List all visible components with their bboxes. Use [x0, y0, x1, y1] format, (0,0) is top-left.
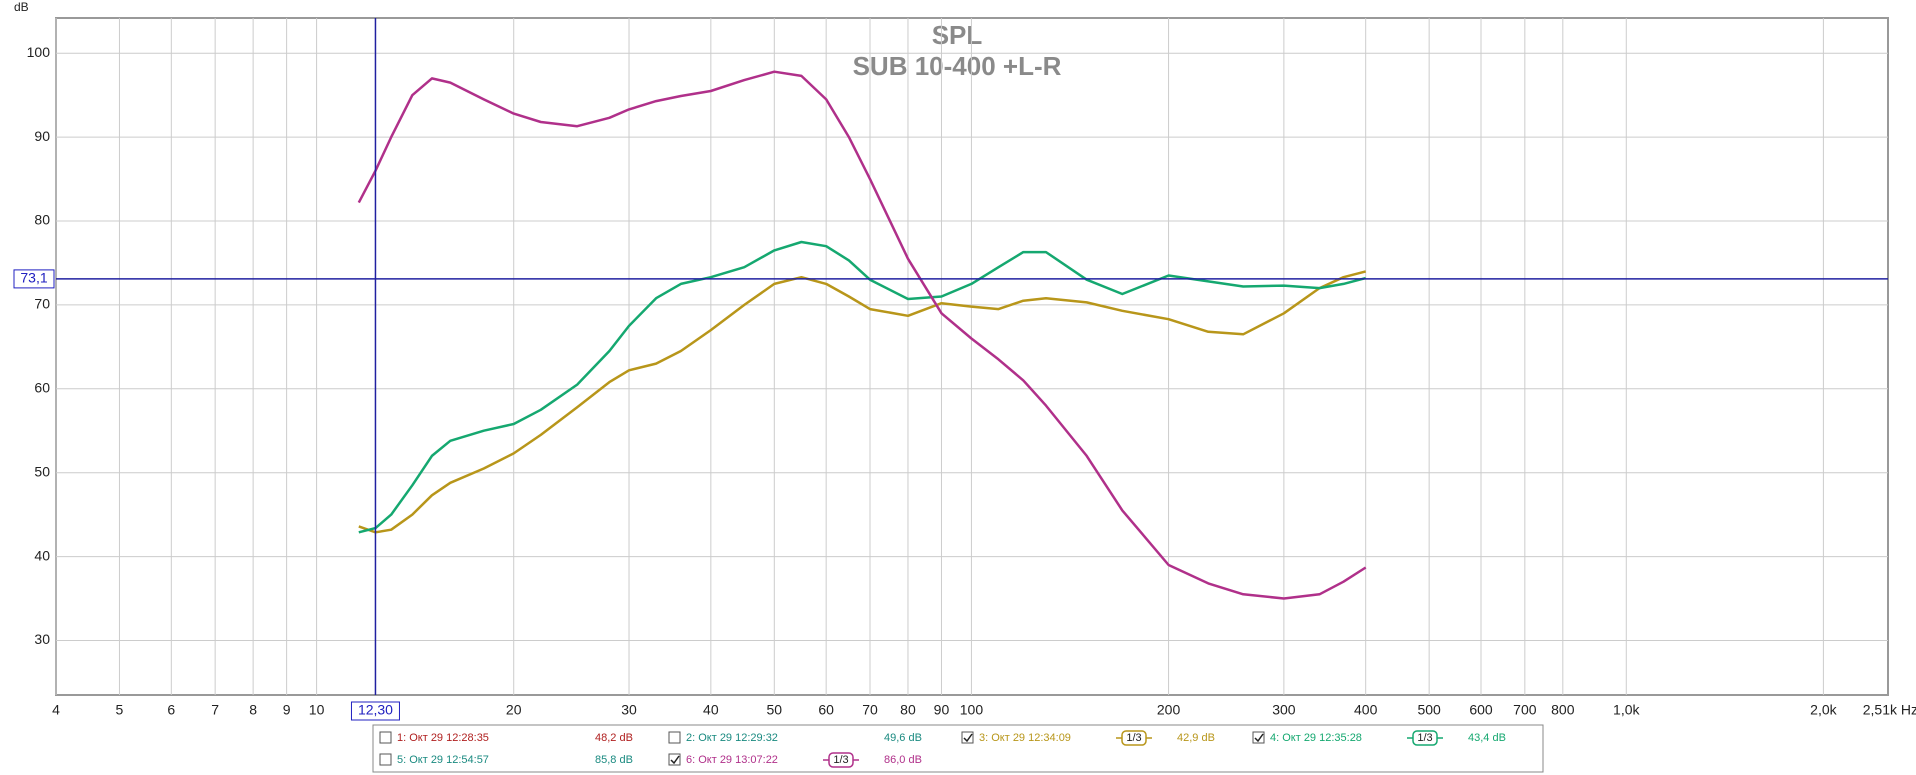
legend-check — [1254, 733, 1264, 743]
x-tick-label: 20 — [506, 702, 522, 718]
x-tick-label: 80 — [900, 702, 916, 718]
chart-title: SPL — [932, 20, 983, 50]
legend-reading: 85,8 dB — [595, 754, 633, 766]
y-tick-label: 40 — [34, 547, 50, 563]
x-tick-label: 60 — [818, 702, 834, 718]
legend-name: 5: Окт 29 12:54:57 — [397, 754, 489, 766]
series-line — [358, 270, 1367, 534]
cursor-y-label: 73,1 — [20, 270, 47, 286]
x-tick-label: 1,0k — [1613, 702, 1640, 718]
legend-reading: 49,6 dB — [884, 732, 922, 744]
x-tick-label: 2,51k Hz — [1863, 702, 1916, 718]
smoothing-label: 1/3 — [1126, 732, 1141, 744]
smoothing-box — [1412, 730, 1438, 746]
smoothing-box — [828, 752, 854, 768]
x-tick-label: 700 — [1513, 702, 1537, 718]
legend-name: 1: Окт 29 12:28:35 — [397, 732, 489, 744]
y-tick-label: 30 — [34, 631, 50, 647]
x-tick-label: 10 — [309, 702, 325, 718]
x-tick-label: 6 — [167, 702, 175, 718]
legend-reading: 42,9 dB — [1177, 732, 1215, 744]
legend-checkbox[interactable] — [379, 753, 392, 766]
y-tick-label: 60 — [34, 380, 50, 396]
legend-name: 4: Окт 29 12:35:28 — [1270, 732, 1362, 744]
legend-reading: 48,2 dB — [595, 732, 633, 744]
legend-box — [372, 724, 1544, 773]
legend-checkbox[interactable] — [1252, 731, 1265, 744]
x-tick-label: 9 — [283, 702, 291, 718]
cursor-x-label: 12,30 — [358, 702, 393, 718]
x-tick-label: 70 — [862, 702, 878, 718]
series-line — [357, 70, 1367, 600]
legend-checkbox[interactable] — [668, 731, 681, 744]
x-tick-label: 200 — [1157, 702, 1181, 718]
legend-name: 2: Окт 29 12:29:32 — [686, 732, 778, 744]
y-tick-label: 90 — [34, 128, 50, 144]
legend-checkbox[interactable] — [379, 731, 392, 744]
chart-subtitle: SUB 10-400 +L-R — [853, 51, 1062, 81]
x-tick-label: 100 — [960, 702, 984, 718]
legend-check — [670, 755, 680, 765]
legend-checkbox[interactable] — [668, 753, 681, 766]
cursor-y-box — [13, 269, 55, 289]
y-tick-label: 70 — [34, 296, 50, 312]
legend-name: 3: Окт 29 12:34:09 — [979, 732, 1071, 744]
y-axis-label: dB — [14, 0, 29, 14]
x-tick-label: 2,0k — [1810, 702, 1837, 718]
smoothing-label: 1/3 — [1417, 732, 1432, 744]
x-tick-label: 8 — [249, 702, 257, 718]
x-tick-label: 50 — [767, 702, 783, 718]
x-tick-label: 4 — [52, 702, 60, 718]
legend-checkbox[interactable] — [961, 731, 974, 744]
y-tick-label: 50 — [34, 463, 50, 479]
y-tick-label: 100 — [27, 44, 51, 60]
legend-name: 6: Окт 29 13:07:22 — [686, 754, 778, 766]
x-tick-label: 300 — [1272, 702, 1296, 718]
x-tick-label: 600 — [1469, 702, 1493, 718]
legend-reading: 43,4 dB — [1468, 732, 1506, 744]
x-tick-label: 500 — [1417, 702, 1441, 718]
cursor-x-box — [350, 701, 400, 721]
series-line — [358, 240, 1367, 534]
x-tick-label: 40 — [703, 702, 719, 718]
x-tick-label: 5 — [116, 702, 124, 718]
legend-check — [963, 733, 973, 743]
x-tick-label: 90 — [934, 702, 950, 718]
legend-reading: 86,0 dB — [884, 754, 922, 766]
x-tick-label: 400 — [1354, 702, 1378, 718]
plot-frame — [55, 17, 1889, 696]
x-tick-label: 30 — [621, 702, 637, 718]
smoothing-label: 1/3 — [833, 754, 848, 766]
x-tick-label: 800 — [1551, 702, 1575, 718]
x-tick-label: 7 — [211, 702, 219, 718]
y-tick-label: 80 — [34, 212, 50, 228]
smoothing-box — [1121, 730, 1147, 746]
